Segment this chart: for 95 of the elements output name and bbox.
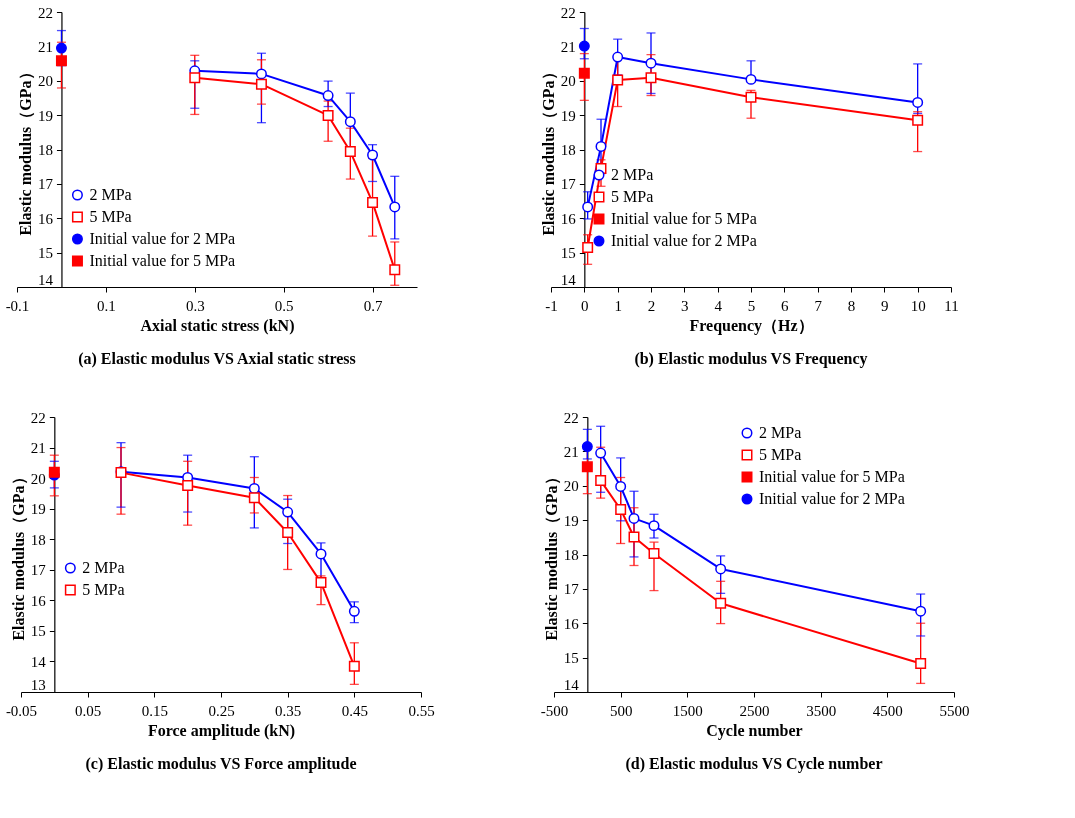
y-tick-label: 20 xyxy=(30,470,46,487)
y-tick-label: 15 xyxy=(30,623,46,640)
x-tick-label: 9 xyxy=(881,297,889,314)
x-tick-label: 0.45 xyxy=(341,702,368,719)
text: (a) Elastic modulus VS Axial static stress xyxy=(78,350,356,368)
y-tick-label: 16 xyxy=(560,210,577,227)
y-tick-label: 17 xyxy=(560,176,577,193)
x-tick-label: -500 xyxy=(540,702,569,719)
x-tick-label: 3 xyxy=(681,297,689,314)
legend-label: 2 MPa xyxy=(89,186,132,203)
y-axis-title: Elastic modulus（GPa） xyxy=(539,64,558,236)
y-tick-label: 21 xyxy=(560,38,576,55)
x-tick-label: 5500 xyxy=(939,702,970,719)
x-tick-label: 3500 xyxy=(806,702,837,719)
x-axis-title: Frequency（Hz） xyxy=(689,316,814,335)
legend-label: Initial value for 2 MPa xyxy=(611,232,757,249)
x-tick-label: 2500 xyxy=(739,702,770,719)
y-tick-label: 18 xyxy=(560,142,576,158)
y-tick-label: 14 xyxy=(560,271,577,288)
text: (d) Elastic modulus VS Cycle number xyxy=(625,755,883,773)
x-tick-label: 2 xyxy=(647,297,656,314)
x-tick-label: 0.05 xyxy=(75,702,102,719)
x-tick-label: 0.15 xyxy=(141,702,168,719)
y-tick-label: 17 xyxy=(30,562,47,579)
x-tick-label: 0.7 xyxy=(363,297,383,314)
x-tick-label: -0.1 xyxy=(5,297,30,314)
x-tick-label: 5 xyxy=(747,297,756,314)
y-tick-label: 22 xyxy=(30,409,46,426)
y-tick-label: 16 xyxy=(563,615,580,632)
legend-label: Initial value for 2 MPa xyxy=(759,490,905,507)
y-axis-title: Elastic modulus（GPa） xyxy=(16,64,35,236)
legend-label: 5 MPa xyxy=(89,208,132,225)
x-tick-label: 7 xyxy=(814,297,823,314)
y-tick-label: 18 xyxy=(30,531,46,548)
y-tick-label: 15 xyxy=(563,650,579,667)
y-tick-label: 14 xyxy=(30,653,47,670)
legend-label: 2 MPa xyxy=(82,559,125,576)
legend-label: Initial value for 5 MPa xyxy=(89,252,236,269)
y-tick-label: 18 xyxy=(563,547,579,563)
x-axis-title: Cycle number xyxy=(706,721,803,740)
y-tick-label: 21 xyxy=(37,38,53,55)
y-tick-label: 20 xyxy=(560,73,576,90)
x-axis-title: Axial static stress (kN) xyxy=(140,316,295,335)
x-tick-label: 0.3 xyxy=(185,297,205,314)
y-tick-label: 19 xyxy=(37,107,53,124)
x-tick-label: 0.1 xyxy=(97,297,116,314)
x-tick-label: 0.35 xyxy=(275,702,302,719)
y-tick-label: 20 xyxy=(563,478,579,495)
legend-label: 2 MPa xyxy=(611,166,654,183)
text: (c) Elastic modulus VS Force amplitude xyxy=(85,755,357,773)
y-tick-label: 19 xyxy=(30,501,46,518)
y-axis-title: Elastic modulus（GPa） xyxy=(9,469,28,641)
legend-label: 5 MPa xyxy=(82,581,125,598)
legend-label: Initial value for 5 MPa xyxy=(611,210,757,227)
y-tick-label: 13 xyxy=(30,676,46,693)
legend-label: 5 MPa xyxy=(759,446,802,463)
x-tick-label: -0.05 xyxy=(5,702,38,719)
y-tick-label: 21 xyxy=(563,443,579,460)
x-tick-label: 1 xyxy=(614,297,622,314)
x-tick-label: 500 xyxy=(609,702,633,719)
y-tick-label: 15 xyxy=(37,245,53,262)
x-tick-label: 1500 xyxy=(672,702,703,719)
x-tick-label: 6 xyxy=(781,297,790,314)
legend-label: Initial value for 2 MPa xyxy=(89,230,236,247)
legend-label: 2 MPa xyxy=(759,424,802,441)
x-tick-label: 10 xyxy=(910,297,926,314)
y-tick-label: 14 xyxy=(37,271,54,288)
legend-label: Initial value for 5 MPa xyxy=(759,468,905,485)
x-tick-label: 4500 xyxy=(872,702,903,719)
y-tick-label: 17 xyxy=(37,176,54,193)
x-tick-label: 0.5 xyxy=(274,297,294,314)
y-tick-label: 20 xyxy=(37,73,53,90)
text: (b) Elastic modulus VS Frequency xyxy=(634,350,868,368)
y-tick-label: 16 xyxy=(30,592,47,609)
y-tick-label: 21 xyxy=(30,440,46,457)
y-tick-label: 22 xyxy=(560,4,576,21)
y-tick-label: 19 xyxy=(563,512,579,529)
x-tick-label: 8 xyxy=(847,297,856,314)
y-tick-label: 14 xyxy=(563,676,580,693)
y-axis-title: Elastic modulus（GPa） xyxy=(542,469,561,641)
y-tick-label: 16 xyxy=(37,210,54,227)
y-tick-label: 22 xyxy=(563,409,579,426)
x-tick-label: 0 xyxy=(581,297,589,314)
x-tick-label: 11 xyxy=(944,297,959,314)
x-axis-title: Force amplitude (kN) xyxy=(147,721,296,740)
x-tick-label: 4 xyxy=(714,297,723,314)
y-tick-label: 15 xyxy=(560,245,576,262)
legend-label: 5 MPa xyxy=(611,188,654,205)
x-tick-label: 0.55 xyxy=(408,702,435,719)
y-tick-label: 17 xyxy=(563,581,580,598)
y-tick-label: 18 xyxy=(37,142,53,158)
x-tick-label: -1 xyxy=(545,297,558,314)
y-tick-label: 19 xyxy=(560,107,576,124)
x-tick-label: 0.25 xyxy=(208,702,235,719)
y-tick-label: 22 xyxy=(37,4,53,21)
